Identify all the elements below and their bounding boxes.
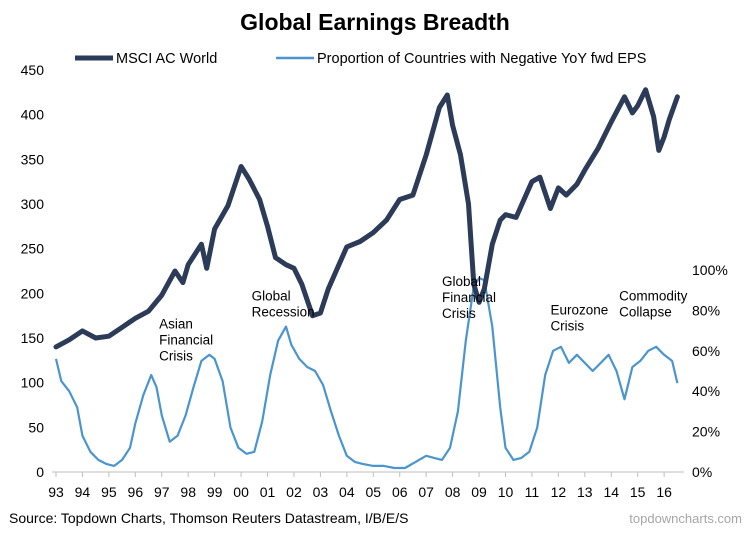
right-tick-label: 80%: [692, 302, 720, 318]
left-tick-label: 400: [21, 107, 45, 123]
source-note: Source: Topdown Charts, Thomson Reuters …: [9, 510, 408, 526]
annotations: Asian Financial Crisis Global Recession Globa…: [159, 274, 688, 363]
left-tick-label: 0: [36, 464, 44, 480]
left-tick-label: 150: [21, 330, 45, 346]
right-tick-label: 100%: [692, 262, 728, 278]
crisis-annotation: Eurozone Crisis: [550, 302, 608, 333]
crisis-annotation: Asian Financial Crisis: [159, 317, 213, 364]
x-tick-label: 99: [207, 484, 223, 500]
x-tick-label: 14: [603, 484, 619, 500]
series-proportion-line: [54, 277, 679, 470]
x-tick-label: 11: [525, 484, 540, 500]
x-tick-label: 02: [286, 484, 302, 500]
x-tick-label: 10: [498, 484, 514, 500]
left-tick-label: 50: [28, 419, 44, 435]
crisis-annotation: Global Recession: [252, 288, 315, 319]
crisis-annotation: Commodity Collapse: [619, 288, 688, 319]
left-tick-label: 450: [21, 62, 45, 78]
right-tick-label: 20%: [692, 424, 720, 440]
x-tick-label: 13: [577, 484, 593, 500]
x-tick-label: 12: [551, 484, 567, 500]
left-tick-label: 300: [21, 196, 45, 212]
x-tick-label: 03: [313, 484, 329, 500]
x-tick-label: 98: [180, 484, 196, 500]
x-tick-label: 06: [392, 484, 408, 500]
chart-title: Global Earnings Breadth: [240, 9, 510, 35]
left-tick-label: 250: [21, 241, 45, 257]
left-tick-label: 350: [21, 151, 45, 167]
x-tick-label: 96: [128, 484, 144, 500]
x-axis: 93 94 95 96 97 98 99 00 01 02 03 04 05 06 07 08 09 10 11 12…: [48, 472, 672, 500]
legend-label-proportion: Proportion of Countries with Negative Yo…: [317, 51, 646, 67]
x-tick-label: 95: [101, 484, 117, 500]
right-tick-label: 0%: [692, 464, 712, 480]
x-tick-label: 07: [418, 484, 434, 500]
crisis-annotation: Global Financial Crisis: [442, 274, 496, 321]
x-tick-label: 01: [260, 484, 276, 500]
x-tick-label: 16: [656, 484, 672, 500]
x-tick-label: 15: [630, 484, 646, 500]
right-axis: 0% 20% 40% 60% 80% 100%: [692, 262, 728, 480]
x-tick-label: 04: [339, 484, 355, 500]
plot-area: [53, 87, 680, 470]
x-tick-label: 97: [154, 484, 170, 500]
x-tick-label: 05: [365, 484, 381, 500]
left-tick-label: 100: [21, 375, 45, 391]
series-msci-line: [53, 87, 680, 350]
x-tick-label: 93: [48, 484, 64, 500]
legend-label-msci: MSCI AC World: [116, 51, 217, 67]
x-tick-label: 94: [75, 484, 91, 500]
left-tick-label: 200: [21, 285, 45, 301]
right-tick-label: 60%: [692, 343, 720, 359]
left-axis: 0 50 100 150 200 250 300 350 400 450: [21, 62, 45, 480]
legend: MSCI AC World Proportion of Countries wi…: [75, 51, 646, 67]
x-tick-label: 09: [471, 484, 487, 500]
x-tick-label: 00: [233, 484, 249, 500]
brand-watermark: topdowncharts.com: [629, 511, 742, 526]
right-tick-label: 40%: [692, 383, 720, 399]
x-tick-label: 08: [445, 484, 461, 500]
